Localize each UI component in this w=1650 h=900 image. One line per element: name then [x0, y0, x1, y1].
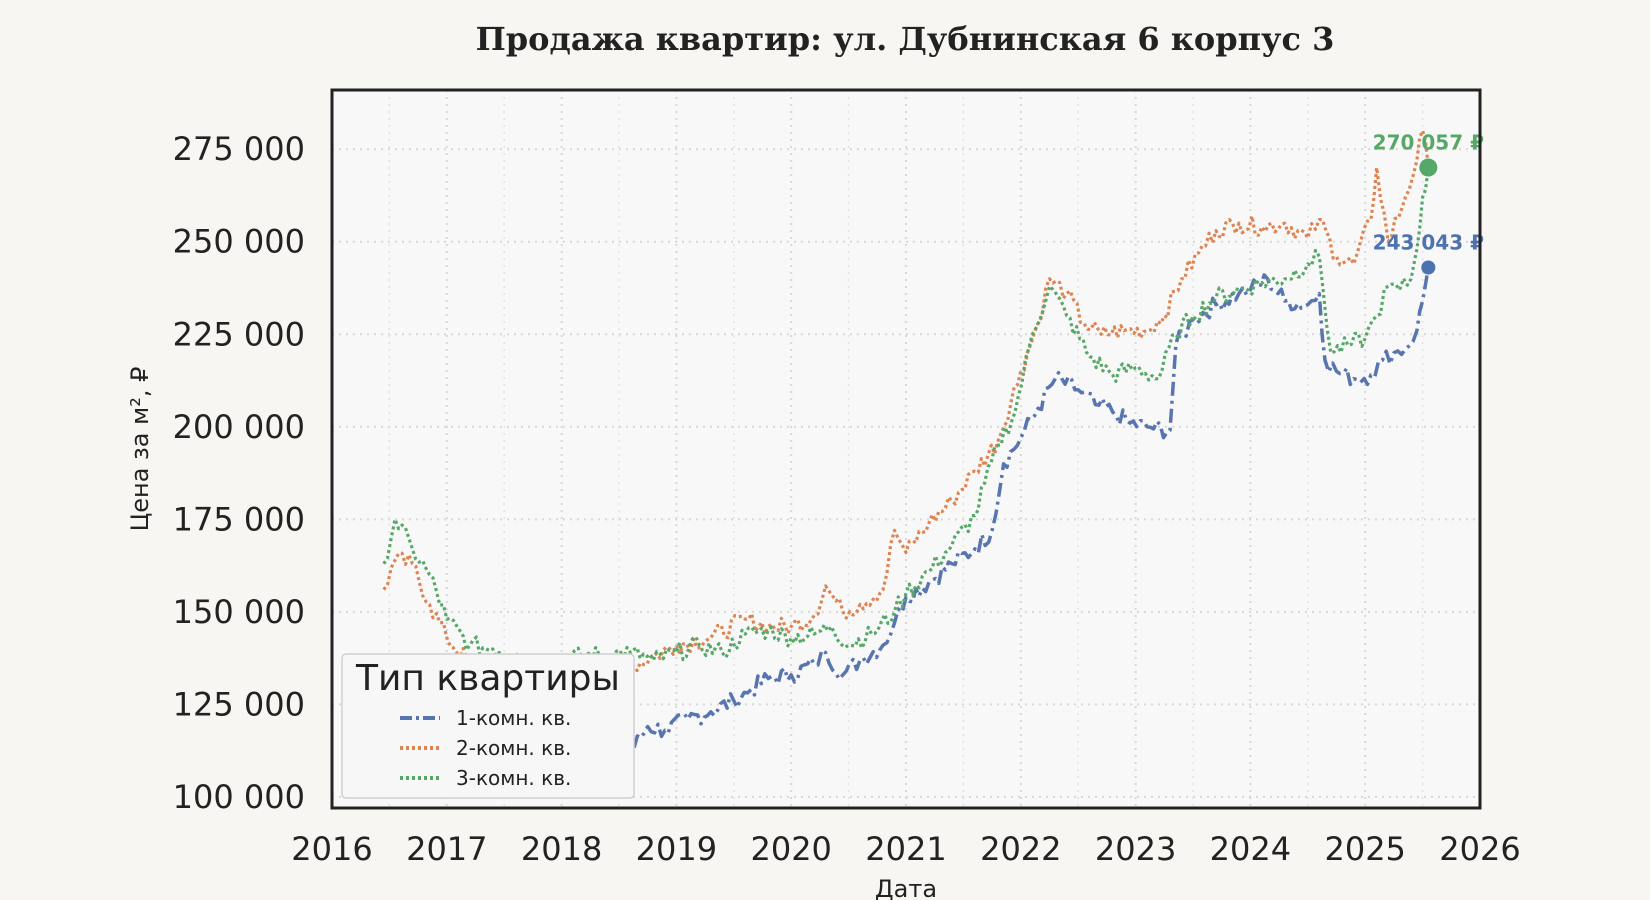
- legend-title: Тип квартиры: [355, 658, 620, 699]
- x-tick-label: 2020: [750, 830, 831, 868]
- legend-label-2: 2-комн. кв.: [456, 736, 571, 760]
- legend-box: [341, 653, 635, 799]
- x-tick-label: 2024: [1210, 830, 1291, 868]
- y-tick-label: 150 000: [173, 593, 305, 631]
- x-tick-label: 2025: [1324, 830, 1405, 868]
- x-tick-label: 2022: [980, 830, 1061, 868]
- x-tick-label: 2023: [1095, 830, 1176, 868]
- x-tick-label: 2017: [406, 830, 487, 868]
- y-tick-label: 275 000: [173, 130, 305, 168]
- y-tick-label: 100 000: [173, 778, 305, 816]
- chart-title: Продажа квартир: ул. Дубнинская 6 корпус…: [476, 20, 1335, 58]
- y-axis-label: Цена за м², ₽: [126, 367, 154, 532]
- x-tick-label: 2016: [291, 830, 372, 868]
- plot-frame: [330, 88, 1482, 810]
- y-tick-label: 200 000: [173, 408, 305, 446]
- y-tick-label: 250 000: [173, 223, 305, 261]
- end-point-marker: [1421, 260, 1436, 275]
- x-tick-label: 2018: [521, 830, 602, 868]
- grid-lines: [332, 90, 1480, 808]
- x-tick-label: 2019: [636, 830, 717, 868]
- y-tick-label: 225 000: [173, 315, 305, 353]
- x-tick-label: 2026: [1439, 830, 1520, 868]
- legend-label-3: 3-комн. кв.: [456, 766, 571, 790]
- y-tick-label: 175 000: [173, 500, 305, 538]
- y-tick-label: 125 000: [173, 685, 305, 723]
- x-tick-label: 2021: [865, 830, 946, 868]
- x-axis-label: Дата: [875, 875, 937, 900]
- end-value-label: 270 057 ₽: [1373, 131, 1484, 155]
- legend-label-1: 1-комн. кв.: [456, 706, 571, 730]
- legend: Тип квартиры 1-комн. кв. 2-комн. кв. 3-к…: [341, 653, 635, 799]
- x-axis-ticks: 2016 2017 2018 2019 2020 2021 2022 2023 2024 2025…: [291, 830, 1520, 868]
- y-axis-ticks: 100 000 125 000 150 000 175 000 200 000 225 0…: [173, 130, 305, 816]
- end-value-label: 243 043 ₽: [1373, 230, 1484, 254]
- end-point-marker: [1419, 158, 1438, 177]
- annotations: 243 043 ₽ 270 057 ₽: [1373, 131, 1484, 275]
